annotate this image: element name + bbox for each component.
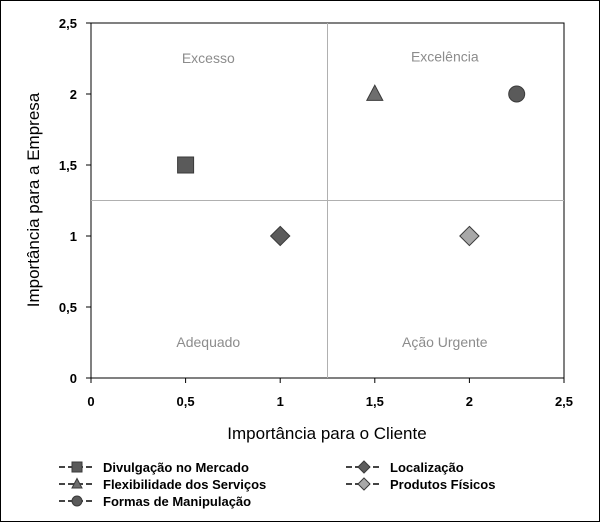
x-tick-label: 1 [277, 394, 284, 409]
legend-marker [71, 477, 83, 489]
quadrant-label: Excesso [182, 50, 235, 66]
legend-marker [357, 460, 371, 474]
legend-label: Flexibilidade dos Serviços [103, 477, 266, 492]
y-tick-label: 0,5 [59, 300, 77, 315]
legend-label: Produtos Físicos [390, 477, 495, 492]
x-tick-label: 0 [87, 394, 94, 409]
y-tick-label: 2 [70, 87, 77, 102]
y-axis-title: Importância para a Empresa [24, 92, 43, 307]
legend-label: Divulgação no Mercado [103, 460, 249, 475]
x-tick-label: 2,5 [555, 394, 573, 409]
legend-marker [357, 477, 371, 491]
quadrant-label: Ação Urgente [402, 334, 488, 350]
x-axis-title: Importância para o Cliente [227, 424, 426, 443]
y-tick-label: 0 [70, 371, 77, 386]
y-tick-label: 2,5 [59, 16, 77, 31]
legend-label: Formas de Manipulação [103, 494, 251, 509]
data-point [365, 84, 384, 101]
data-point [459, 225, 480, 247]
quadrant-label: Adequado [176, 334, 240, 350]
legend-label: Localização [390, 460, 464, 475]
legend-marker [71, 461, 83, 473]
y-tick-label: 1,5 [59, 158, 77, 173]
quadrant-label: Excelência [411, 48, 479, 64]
data-point [508, 85, 526, 103]
legend-marker [71, 495, 83, 507]
data-point [177, 156, 195, 174]
x-tick-label: 0,5 [177, 394, 195, 409]
x-tick-label: 2 [466, 394, 473, 409]
y-tick-label: 1 [70, 229, 77, 244]
data-point [269, 225, 291, 247]
x-tick-label: 1,5 [366, 394, 384, 409]
